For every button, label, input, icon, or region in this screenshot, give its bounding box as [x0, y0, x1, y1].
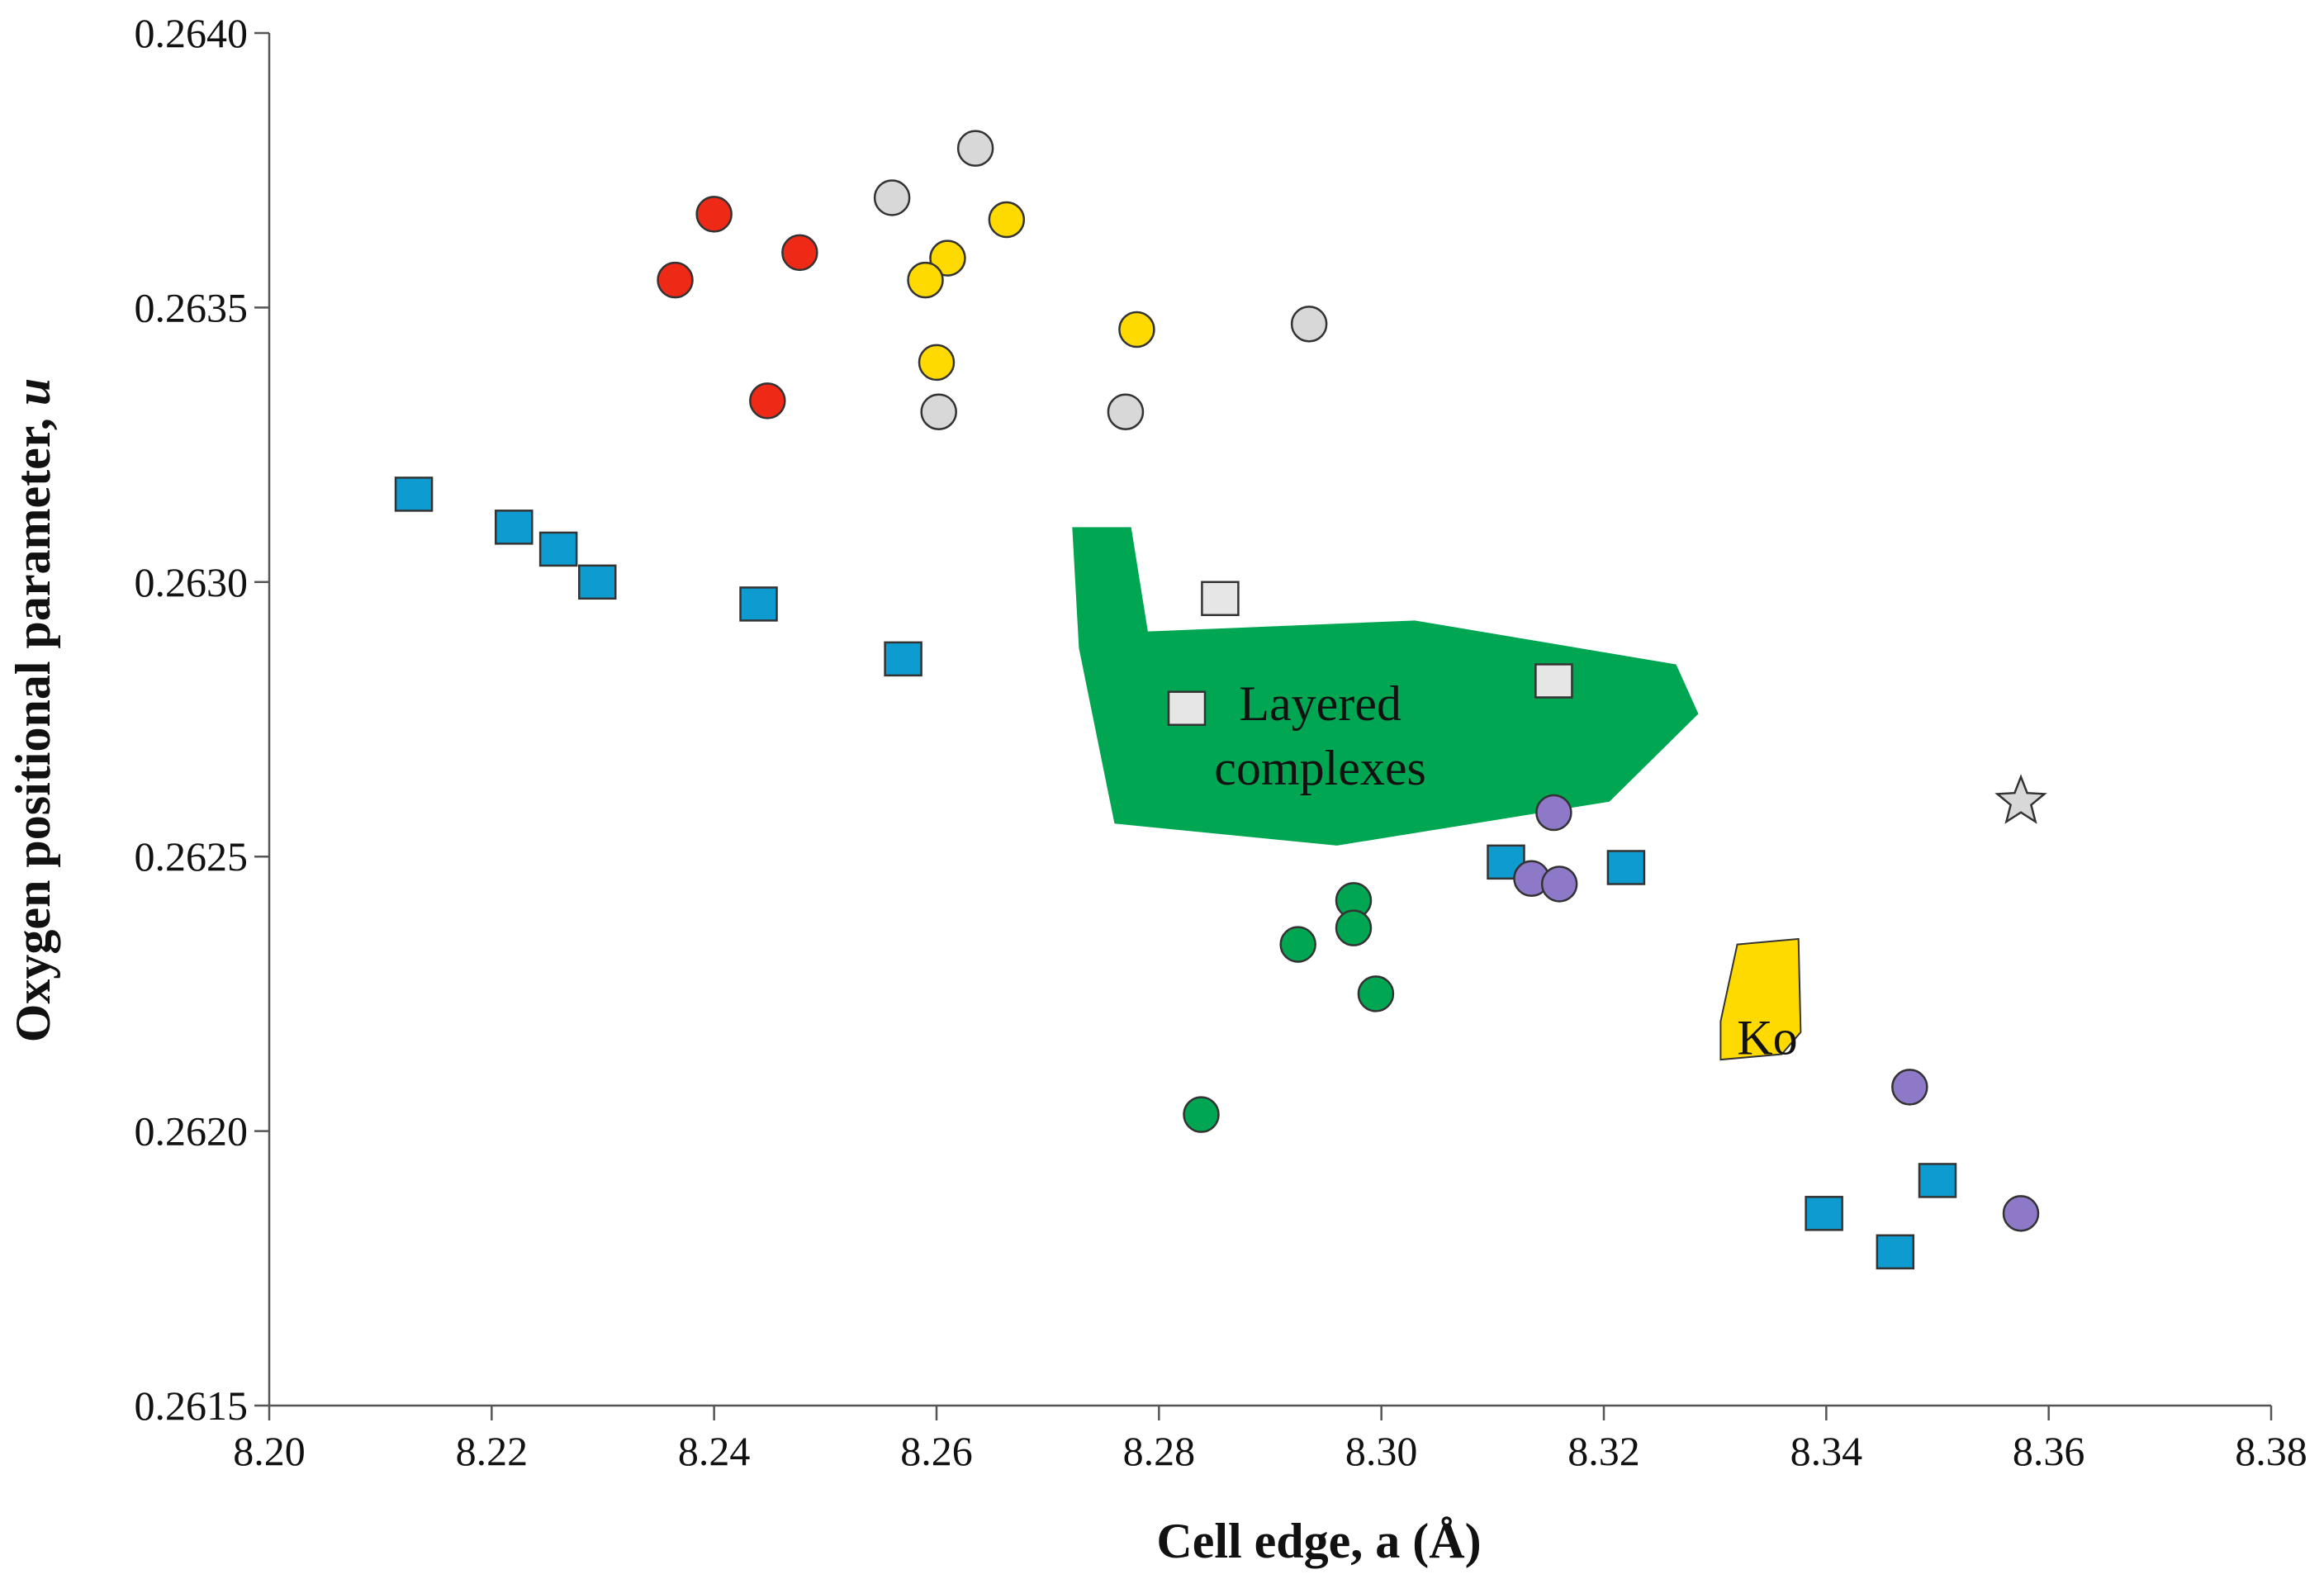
region-layered-complexes [1072, 527, 1699, 846]
green-circles-point [1279, 926, 1316, 963]
y-tick-label: 0.2615 [135, 1382, 249, 1429]
gray-circles-point [956, 130, 994, 167]
blue-squares-point [538, 531, 578, 567]
region-label-ko: Ko [1737, 1011, 1797, 1065]
x-tick-label: 8.36 [2013, 1428, 2085, 1474]
x-tick-label: 8.30 [1345, 1428, 1418, 1474]
yellow-circles-point [907, 261, 944, 299]
data-points [394, 130, 2047, 1270]
x-tick-label: 8.34 [1790, 1428, 1863, 1474]
y-axis-title-variable: u [6, 378, 60, 405]
axes [268, 33, 2271, 1407]
gray-circles-point [1290, 306, 1328, 343]
region-labels: Layered complexes Ko [1214, 676, 1797, 1065]
blue-squares-point [1918, 1163, 1957, 1198]
x-tick-label: 8.32 [1568, 1428, 1640, 1474]
x-tick-label: 8.38 [2235, 1428, 2307, 1474]
blue-squares-point [578, 564, 617, 600]
y-tick-label: 0.2620 [135, 1108, 249, 1155]
green-circles-point [1335, 909, 1373, 946]
x-tick-label: 8.28 [1123, 1428, 1196, 1474]
gray-circles-point [873, 179, 911, 216]
lightgray-squares-point [1201, 581, 1240, 616]
gray-circles-point [1107, 393, 1145, 430]
gray-star-point [1994, 774, 2047, 824]
blue-squares-point [495, 510, 534, 545]
x-axis-title: Cell edge, a (Å) [1156, 1514, 1481, 1568]
red-circles-point [781, 234, 818, 272]
yellow-circles-point [988, 201, 1026, 239]
y-tick-label: 0.2640 [135, 10, 249, 56]
blue-squares-point [1805, 1196, 1843, 1231]
purple-circles-point [1891, 1069, 1928, 1106]
purple-circles-point [1535, 794, 1572, 832]
purple-circles-point [1540, 865, 1578, 903]
green-circles-point [1183, 1096, 1220, 1133]
purple-circles-point [2002, 1195, 2040, 1232]
y-tick-label: 0.2635 [135, 284, 249, 330]
y-axis-title-text: Oxygen positional parameter, [6, 405, 60, 1042]
x-tick-label: 8.24 [678, 1428, 751, 1474]
yellow-circles-point [929, 239, 966, 277]
region-ko [1719, 937, 1802, 1061]
region-label-layered-complexes: Layered [1239, 676, 1402, 731]
gray-circles-point [920, 393, 957, 430]
red-circles-point [695, 196, 733, 233]
region-label-layered-complexes: complexes [1214, 741, 1426, 795]
yellow-circles-point [1118, 311, 1155, 349]
x-tick-label: 8.20 [233, 1428, 306, 1474]
regions-layer [1072, 527, 1802, 1061]
x-tick-label: 8.26 [900, 1428, 973, 1474]
blue-squares-point [884, 641, 922, 677]
y-tick-label: 0.2625 [135, 833, 249, 880]
blue-squares-point [394, 477, 434, 512]
tick-labels: 8.20 8.22 8.24 8.26 8.28 8.30 8.32 8.34 8.36 8.38… [135, 10, 2307, 1474]
blue-squares-point [1606, 850, 1646, 885]
yellow-circles-point [918, 344, 956, 382]
y-tick-label: 0.2630 [135, 559, 249, 605]
red-circles-point [657, 261, 694, 299]
lightgray-squares-point [1167, 690, 1207, 726]
red-circles-point [749, 382, 786, 420]
green-circles-point [1357, 975, 1395, 1012]
blue-squares-point [739, 586, 778, 622]
x-tick-label: 8.22 [456, 1428, 529, 1474]
y-axis-title: Oxygen positional parameter, u [6, 378, 60, 1042]
blue-squares-point [1876, 1234, 1915, 1270]
lightgray-squares-point [1534, 663, 1573, 699]
